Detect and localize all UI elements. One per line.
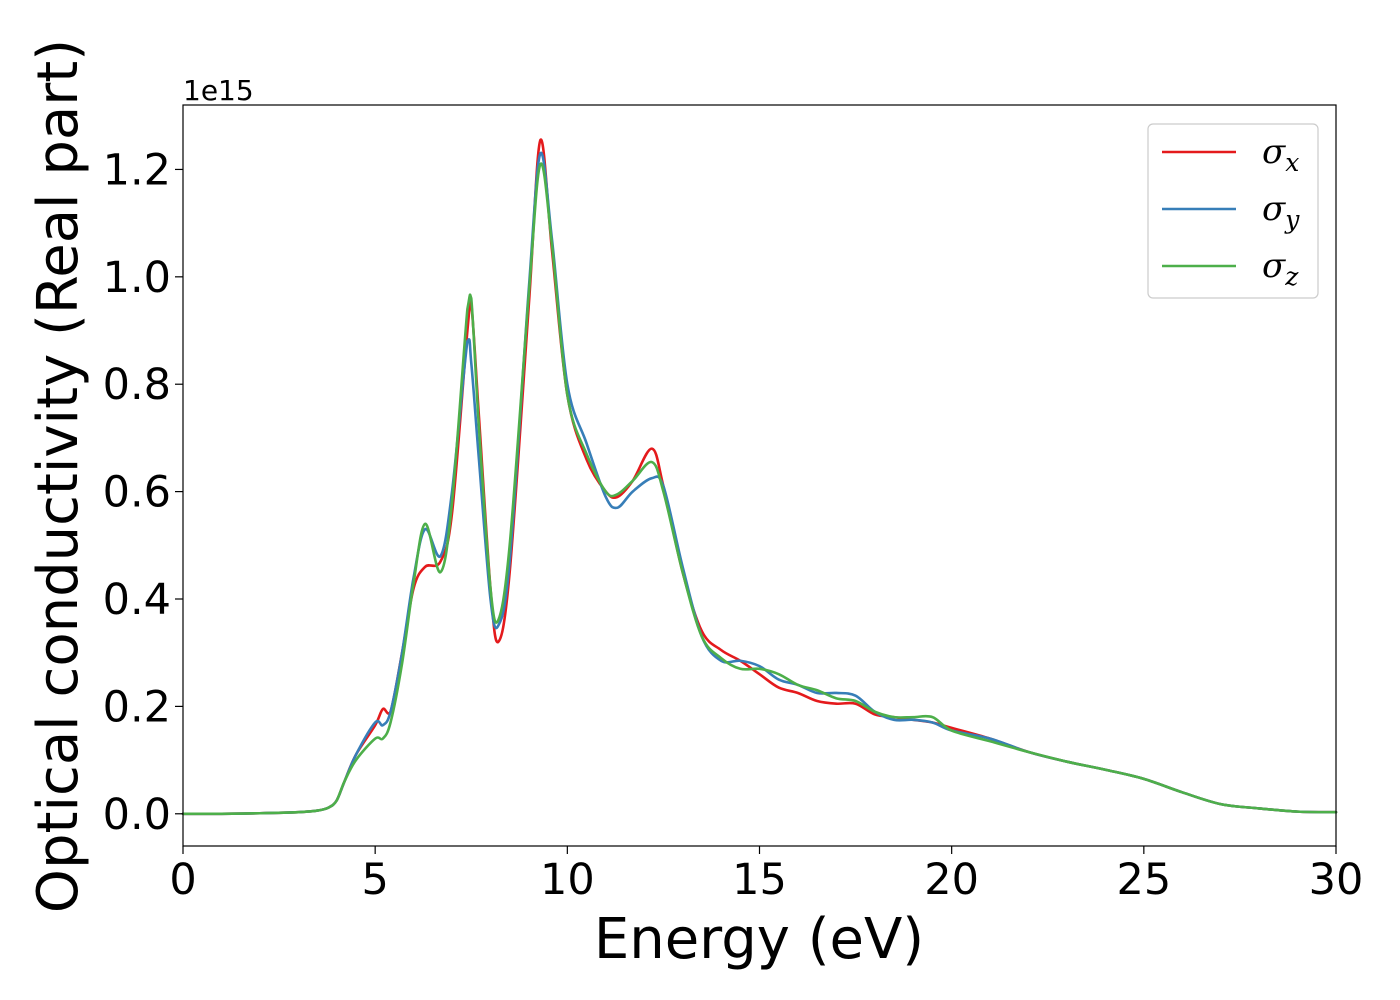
x-tick-label: 25 — [1116, 855, 1171, 905]
series-line-z — [181, 162, 1338, 816]
x-tick-label: 30 — [1309, 855, 1364, 905]
y-offset-label: 1e15 — [183, 74, 254, 107]
x-tick-label: 5 — [361, 855, 388, 905]
y-tick-label: 0.2 — [103, 682, 171, 732]
x-tick-label: 20 — [924, 855, 979, 905]
y-tick-label: 0.0 — [103, 790, 171, 840]
x-axis-title: Energy (eV) — [594, 907, 924, 972]
y-axis-title: Optical conductivity (Real part) — [26, 39, 91, 913]
plot-area: 0 5 10 15 20 25 30 0.0 0.2 0.4 0.6 0.8 1.0 1.2 — [103, 104, 1364, 905]
y-tick-label: 0.4 — [103, 575, 171, 625]
x-tick-label: 10 — [540, 855, 595, 905]
legend-box — [1147, 123, 1319, 299]
x-tick-label: 0 — [169, 855, 196, 905]
y-tick-label: 1.0 — [103, 253, 171, 303]
series-line-x — [181, 138, 1338, 816]
x-tick-label: 15 — [732, 855, 787, 905]
y-tick-label: 0.8 — [103, 360, 171, 410]
y-tick-label: 0.6 — [103, 468, 171, 518]
y-tick-label: 1.2 — [103, 145, 171, 195]
